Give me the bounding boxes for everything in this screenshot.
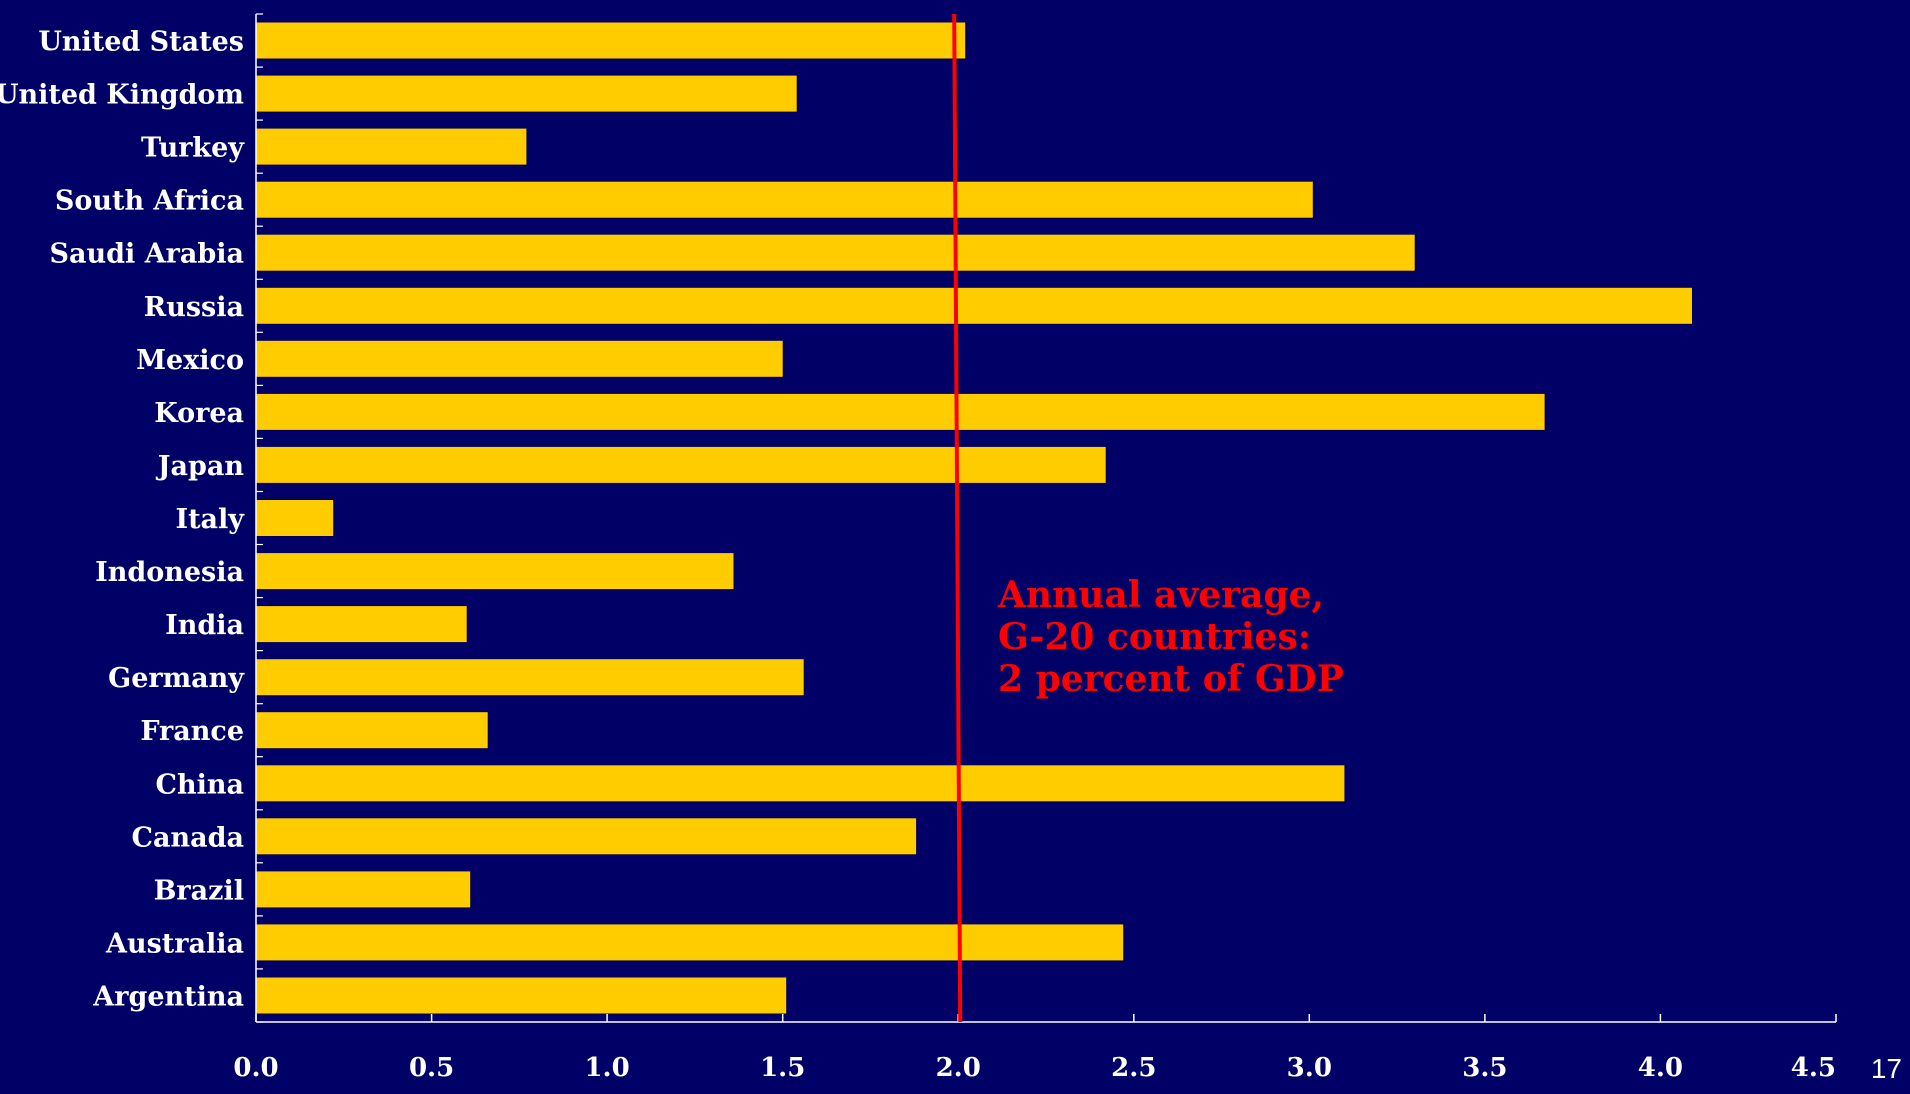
reference-annotation: Annual average, G-20 countries: 2 percent … — [997, 574, 1344, 700]
bar-china — [256, 765, 1345, 802]
category-label: Canada — [132, 822, 244, 853]
category-label: Germany — [108, 663, 245, 694]
bar-saudi-arabia — [256, 234, 1415, 271]
category-label: Indonesia — [95, 557, 244, 588]
bar-germany — [256, 659, 804, 696]
category-label: China — [155, 769, 244, 800]
bar-turkey — [256, 128, 527, 165]
annotation-line: Annual average, — [997, 574, 1324, 616]
category-label: Italy — [175, 504, 245, 535]
axis-layer: 0.0 0.5 1.0 1.5 2.0 2.5 3.0 3.5 4.0 4.5 — [233, 13, 1837, 1083]
bar-brazil — [256, 871, 471, 908]
annotation-line: G-20 countries: — [998, 616, 1311, 658]
bar-india — [256, 606, 467, 643]
bar-japan — [256, 446, 1106, 483]
category-label: Korea — [154, 398, 244, 429]
x-tick-label: 4.0 — [1638, 1053, 1683, 1083]
bar-mexico — [256, 340, 783, 377]
category-label: United States — [38, 27, 244, 58]
category-label: Japan — [156, 451, 245, 482]
x-tick-label: 1.0 — [584, 1053, 629, 1083]
category-label: United Kingdom — [0, 80, 244, 111]
x-tick-label: 1.5 — [760, 1053, 805, 1083]
category-label: Mexico — [136, 345, 244, 376]
bar-france — [256, 712, 488, 749]
bars-layer — [256, 22, 1692, 1014]
bar-korea — [256, 393, 1545, 430]
category-label: Australia — [105, 928, 244, 959]
bar-indonesia — [256, 553, 734, 590]
reference-layer: Annual average, G-20 countries: 2 percent … — [952, 13, 1344, 1023]
x-tick-label: 0.0 — [233, 1053, 278, 1083]
category-label: South Africa — [55, 186, 244, 217]
category-label: Brazil — [154, 875, 244, 906]
bar-south-africa — [256, 181, 1313, 218]
slide-number: 17 — [1870, 1053, 1902, 1084]
bar-russia — [256, 287, 1692, 324]
x-tick-label: 2.5 — [1111, 1053, 1156, 1083]
category-label: Saudi Arabia — [50, 239, 244, 270]
x-tick-label: 0.5 — [409, 1053, 454, 1083]
reference-line — [952, 13, 963, 1023]
bar-italy — [256, 500, 334, 536]
x-tick-label: 3.5 — [1462, 1053, 1507, 1083]
category-label: Russia — [144, 292, 244, 323]
bar-canada — [256, 818, 917, 855]
category-label: Argentina — [92, 982, 244, 1013]
bar-united-kingdom — [256, 75, 797, 112]
bar-australia — [256, 924, 1124, 961]
category-label: France — [140, 716, 244, 747]
category-label: Turkey — [141, 133, 245, 164]
x-tick-label: 2.0 — [936, 1053, 981, 1083]
category-labels-layer: United States United Kingdom Turkey South A… — [0, 27, 245, 1013]
x-tick-label: 3.0 — [1287, 1053, 1332, 1083]
x-tick-label: 4.5 — [1791, 1053, 1836, 1083]
category-label: India — [165, 610, 244, 641]
annotation-line: 2 percent of GDP — [998, 658, 1344, 700]
bar-argentina — [256, 977, 787, 1014]
bar-united-states — [256, 22, 966, 59]
